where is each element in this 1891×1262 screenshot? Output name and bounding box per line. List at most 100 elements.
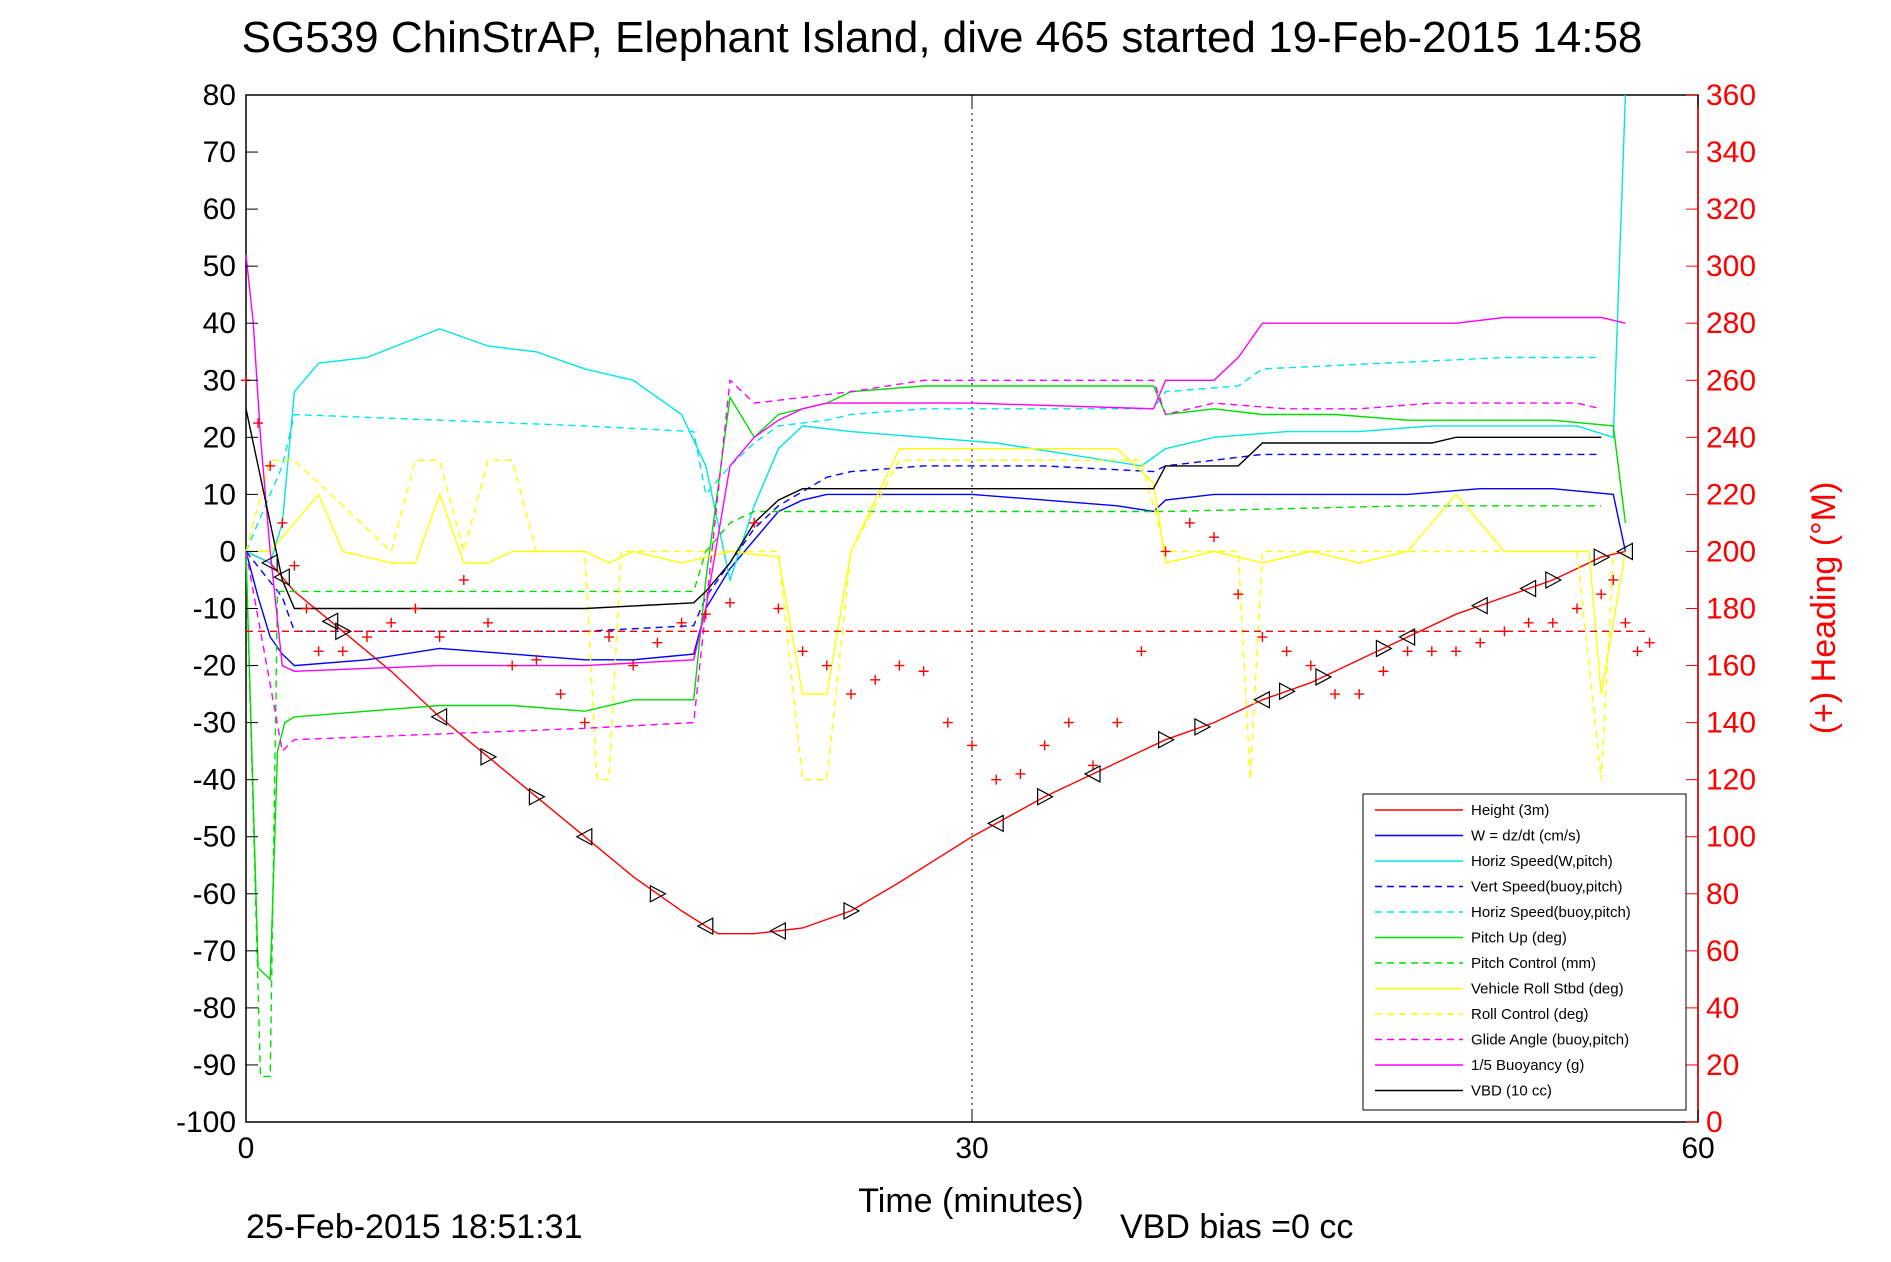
heading-point (1378, 666, 1389, 677)
heading-point (337, 646, 348, 657)
legend-label: Height (3m) (1471, 802, 1549, 819)
legend-label: 1/5 Buoyancy (g) (1471, 1057, 1584, 1074)
triangle-marker-left (696, 917, 714, 936)
legend-label: Pitch Up (deg) (1471, 930, 1567, 947)
left-tick-label: 80 (203, 79, 236, 112)
x-tick-label: 0 (238, 1132, 255, 1165)
vbd-bias-footer: VBD bias =0 cc (1120, 1208, 1353, 1246)
series-glide-angle-buoy-pitch (245, 378, 1602, 753)
right-tick-label: 160 (1706, 650, 1756, 683)
triangle-marker-right (649, 884, 667, 903)
heading-point (301, 603, 312, 614)
right-tick-label: 60 (1706, 935, 1739, 968)
heading-point (1547, 617, 1558, 628)
heading-point (483, 617, 493, 628)
left-tick-label: 70 (203, 136, 236, 169)
heading-point (797, 646, 808, 657)
triangle-marker-right (1545, 570, 1563, 589)
heading-point (531, 654, 542, 665)
heading-point (1426, 646, 1437, 657)
triangle-marker-left (1470, 596, 1488, 615)
heading-point (1257, 632, 1268, 643)
heading-point (1596, 589, 1607, 600)
right-tick-label: 0 (1706, 1106, 1723, 1139)
axis-layer: 80706050403020100-10-20-30-40-50-60-70-8… (176, 79, 1756, 1165)
heading-point (652, 637, 663, 648)
triangle-marker-right (528, 787, 546, 806)
series-pitch-control-mm (245, 505, 1602, 1078)
heading-point (1015, 768, 1026, 779)
series-vehicle-roll-stbd-deg (246, 448, 1627, 695)
legend-label: Glide Angle (buoy,pitch) (1471, 1032, 1629, 1049)
legend-label: Vert Speed(buoy,pitch) (1471, 879, 1622, 896)
heading-point (313, 646, 324, 657)
triangle-marker-left (430, 707, 448, 726)
triangle-marker-left (986, 814, 1004, 833)
heading-point (1112, 717, 1123, 728)
series-height-3m (245, 550, 1626, 935)
heading-point (991, 774, 1002, 785)
heading-point (870, 674, 881, 685)
heading-point (507, 660, 518, 671)
series-heading (241, 375, 1655, 785)
heading-point (1620, 617, 1631, 628)
left-tick-label: -10 (193, 593, 236, 626)
heading-point (773, 603, 784, 614)
heading-point (1572, 603, 1582, 614)
left-tick-label: 0 (219, 535, 236, 568)
heading-point (918, 666, 929, 677)
x-tick-label: 60 (1681, 1132, 1714, 1165)
heading-point (700, 609, 711, 620)
left-tick-label: -100 (176, 1106, 236, 1139)
heading-point (458, 574, 469, 585)
series-layer (241, 94, 1655, 1078)
right-tick-label: 360 (1706, 79, 1756, 112)
heading-point (942, 717, 953, 728)
marker-layer (260, 542, 1633, 940)
heading-point (1088, 760, 1098, 771)
heading-point (1330, 689, 1340, 700)
triangle-marker-right (335, 622, 353, 641)
left-tick-label: -50 (193, 821, 236, 854)
triangle-marker-left (1398, 628, 1416, 647)
heading-point (1644, 637, 1655, 648)
series-1-5-buoyancy-g (245, 254, 1626, 673)
right-axis-label: (+) Heading (°M) (1805, 482, 1843, 735)
left-tick-label: 10 (203, 478, 236, 511)
heading-point (1136, 646, 1147, 657)
series-horiz-speed-buoy-pitch (245, 356, 1602, 552)
heading-point (555, 689, 566, 700)
series-horiz-speed-w-pitch (245, 94, 1627, 583)
triangle-marker-right (1315, 667, 1333, 686)
triangle-marker-right (1037, 787, 1054, 806)
series-roll-control-deg (245, 459, 1614, 781)
right-tick-label: 80 (1706, 878, 1739, 911)
triangle-marker-left (260, 553, 278, 572)
left-tick-label: -20 (193, 650, 236, 683)
triangle-marker-left (769, 921, 786, 940)
triangle-marker-right (1593, 548, 1611, 567)
heading-point (1475, 637, 1486, 648)
heading-point (967, 740, 977, 751)
heading-point (894, 660, 905, 671)
heading-point (1632, 646, 1643, 657)
heading-point (1451, 646, 1461, 657)
heading-point (1523, 617, 1534, 628)
heading-point (1209, 532, 1219, 543)
heading-point (1063, 717, 1074, 728)
x-tick-label: 30 (955, 1132, 988, 1165)
left-tick-label: 50 (203, 250, 236, 283)
series-vbd-10-cc (245, 408, 1602, 610)
legend: Height (3m) W = dz/dt (cm/s) Horiz Speed(W… (1362, 793, 1687, 1111)
triangle-marker-right (480, 747, 498, 766)
heading-point (628, 660, 639, 671)
heading-point (289, 560, 300, 571)
series-vert-speed-buoy-pitch (245, 453, 1602, 632)
heading-point (434, 632, 445, 643)
heading-point (1184, 517, 1195, 528)
legend-box (1362, 793, 1687, 1111)
legend-label: W = dz/dt (cm/s) (1471, 828, 1581, 845)
heading-point (1354, 689, 1365, 700)
right-tick-label: 320 (1706, 193, 1756, 226)
right-tick-label: 340 (1706, 136, 1756, 169)
